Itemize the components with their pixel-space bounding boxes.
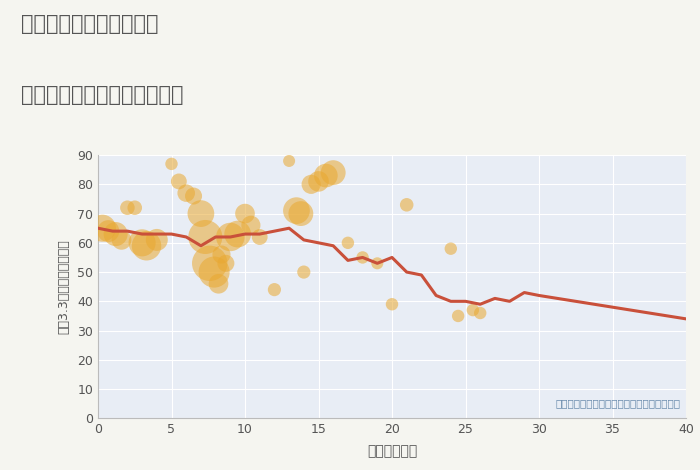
Point <box>129 204 140 212</box>
Point <box>195 210 206 217</box>
Point <box>136 239 148 247</box>
Point <box>188 192 200 200</box>
Point <box>357 254 368 261</box>
Point <box>254 233 265 241</box>
Text: 三重県松阪市嬉野黒田町: 三重県松阪市嬉野黒田町 <box>21 14 158 34</box>
Point <box>116 236 127 243</box>
X-axis label: 築年数（年）: 築年数（年） <box>367 445 417 459</box>
Point <box>232 230 244 238</box>
Point <box>110 230 121 238</box>
Point <box>166 160 177 168</box>
Point <box>245 221 256 229</box>
Point <box>401 201 412 209</box>
Point <box>225 233 236 241</box>
Point <box>372 259 383 267</box>
Point <box>313 178 324 185</box>
Point <box>209 268 220 276</box>
Point <box>174 178 185 185</box>
Point <box>386 300 398 308</box>
Point <box>306 180 317 188</box>
Point <box>475 309 486 317</box>
Text: 円の大きさは、取引のあった物件面積を示す: 円の大きさは、取引のあった物件面積を示す <box>555 398 680 408</box>
Point <box>141 242 152 250</box>
Point <box>151 236 162 243</box>
Point <box>468 306 479 314</box>
Y-axis label: 坪（3.3㎡）単価（万円）: 坪（3.3㎡）単価（万円） <box>57 239 70 334</box>
Point <box>103 227 114 235</box>
Point <box>321 172 332 180</box>
Point <box>213 280 224 288</box>
Point <box>342 239 354 247</box>
Point <box>199 233 211 241</box>
Point <box>298 268 309 276</box>
Point <box>220 259 232 267</box>
Point <box>216 251 227 258</box>
Point <box>122 204 133 212</box>
Point <box>453 312 464 320</box>
Point <box>204 259 216 267</box>
Point <box>269 286 280 293</box>
Point <box>445 245 456 252</box>
Point <box>295 210 307 217</box>
Text: 築年数別中古マンション価格: 築年数別中古マンション価格 <box>21 85 183 105</box>
Point <box>181 189 192 197</box>
Point <box>284 157 295 164</box>
Point <box>291 207 302 214</box>
Point <box>97 225 108 232</box>
Point <box>328 169 339 176</box>
Point <box>239 210 251 217</box>
